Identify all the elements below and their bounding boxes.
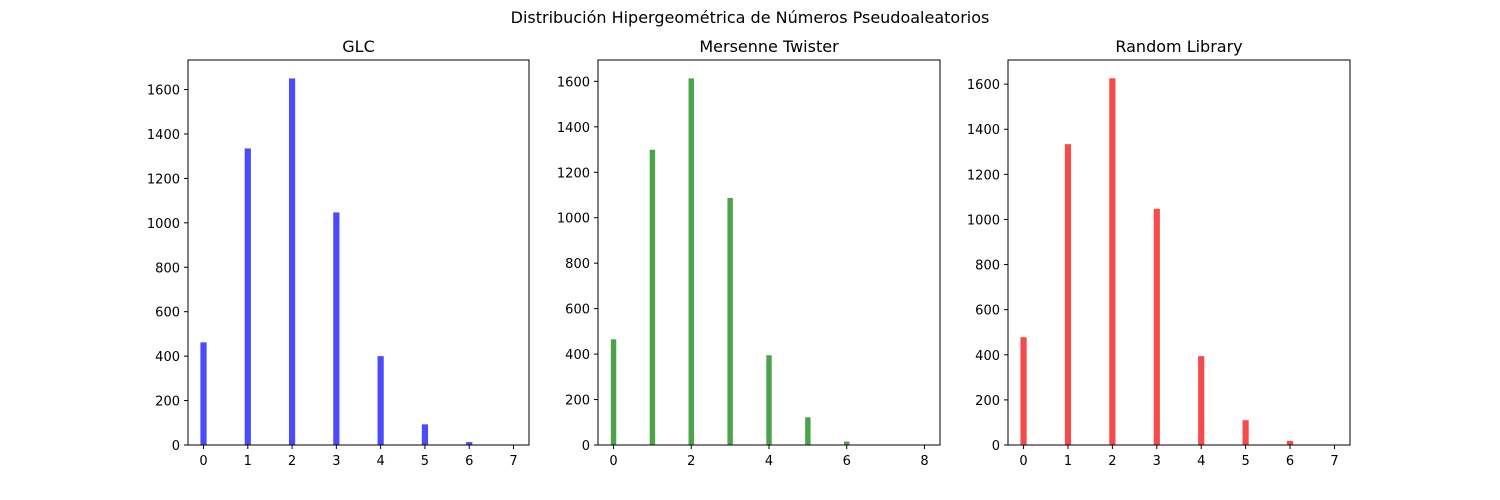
x-tick-label: 0 xyxy=(609,454,617,469)
bar xyxy=(244,148,251,446)
y-tick-label: 1000 xyxy=(557,212,590,227)
x-tick-label: 2 xyxy=(687,454,695,469)
subplot-3: 0 1 2 3 4 5 6 7 0 200 400 600 800 1000 1200 1400 1600 Ran… xyxy=(967,37,1351,469)
y-tick-label: 1000 xyxy=(147,217,180,232)
y-tick-label: 0 xyxy=(582,439,590,454)
bar xyxy=(1109,78,1116,446)
bar xyxy=(688,78,694,445)
y-tick-label: 400 xyxy=(975,349,1000,364)
y-tick-label: 1200 xyxy=(147,172,180,187)
y-tick-label: 1400 xyxy=(557,121,590,136)
x-tick-label: 5 xyxy=(421,454,429,469)
y-tick-label: 200 xyxy=(155,395,180,410)
subplot-title: Mersenne Twister xyxy=(699,37,839,56)
x-tick-label: 0 xyxy=(199,454,207,469)
subplot-2: 0 2 4 6 8 0 200 400 600 800 1000 1200 1400 1600 Mersen… xyxy=(557,37,941,469)
y-tick-label: 0 xyxy=(992,439,1000,454)
y-tick-label: 600 xyxy=(155,306,180,321)
bar xyxy=(727,197,733,445)
x-tick-label: 7 xyxy=(509,454,517,469)
bar xyxy=(1198,356,1205,445)
bar xyxy=(421,424,429,445)
x-tick-label: 4 xyxy=(765,454,773,469)
x-tick-label: 6 xyxy=(465,454,473,469)
y-tick-label: 1400 xyxy=(147,128,180,143)
x-tick-label: 4 xyxy=(377,454,385,469)
bar xyxy=(1020,337,1027,445)
y-tick-label: 400 xyxy=(155,350,180,365)
x-tick-label: 3 xyxy=(332,454,340,469)
axes-frame xyxy=(1007,59,1351,446)
bar xyxy=(466,442,473,445)
y-tick-label: 1200 xyxy=(557,166,590,181)
x-tick-label: 7 xyxy=(1330,454,1338,469)
y-tick-label: 1200 xyxy=(967,168,1000,183)
y-tick-label: 1600 xyxy=(147,84,180,99)
bar xyxy=(288,78,296,445)
bar xyxy=(200,342,207,445)
subplot-title: GLC xyxy=(342,37,374,56)
bar xyxy=(1153,208,1160,445)
x-tick-label: 1 xyxy=(244,454,252,469)
y-tick-label: 800 xyxy=(975,259,1000,274)
bar xyxy=(1286,440,1294,445)
y-tick-label: 0 xyxy=(172,439,180,454)
x-tick-label: 6 xyxy=(843,454,851,469)
bar xyxy=(649,149,656,445)
x-tick-label: 1 xyxy=(1064,454,1072,469)
y-tick-label: 400 xyxy=(565,348,590,363)
y-tick-label: 1600 xyxy=(967,78,1000,93)
y-tick-label: 600 xyxy=(975,304,1000,319)
y-tick-label: 1000 xyxy=(967,213,1000,228)
bar xyxy=(333,212,340,445)
bar xyxy=(805,417,811,445)
x-tick-label: 6 xyxy=(1286,454,1294,469)
x-tick-label: 2 xyxy=(1108,454,1116,469)
y-tick-label: 200 xyxy=(565,394,590,409)
axes-frame xyxy=(187,59,530,446)
subplot-title: Random Library xyxy=(1115,37,1242,56)
x-tick-label: 8 xyxy=(920,454,928,469)
bar xyxy=(1064,144,1072,445)
y-tick-label: 200 xyxy=(975,394,1000,409)
bar xyxy=(844,441,850,445)
x-tick-label: 0 xyxy=(1019,454,1027,469)
y-tick-label: 600 xyxy=(565,303,590,318)
y-tick-label: 1400 xyxy=(967,123,1000,138)
bar xyxy=(610,339,617,445)
bar xyxy=(1242,420,1249,445)
y-tick-label: 800 xyxy=(155,261,180,276)
x-tick-label: 4 xyxy=(1197,454,1205,469)
bar xyxy=(766,355,772,445)
x-tick-label: 5 xyxy=(1241,454,1249,469)
y-tick-label: 800 xyxy=(565,257,590,272)
subplot-1: 0 1 2 3 4 5 6 7 0 200 400 600 800 1000 1200 1400 1600 GLC xyxy=(147,37,530,469)
figure-suptitle: Distribución Hipergeométrica de Números … xyxy=(511,8,990,27)
bar xyxy=(377,356,384,445)
x-tick-label: 2 xyxy=(288,454,296,469)
y-tick-label: 1600 xyxy=(557,75,590,90)
x-tick-label: 3 xyxy=(1153,454,1161,469)
